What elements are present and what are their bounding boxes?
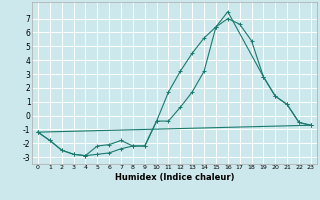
X-axis label: Humidex (Indice chaleur): Humidex (Indice chaleur) [115, 173, 234, 182]
